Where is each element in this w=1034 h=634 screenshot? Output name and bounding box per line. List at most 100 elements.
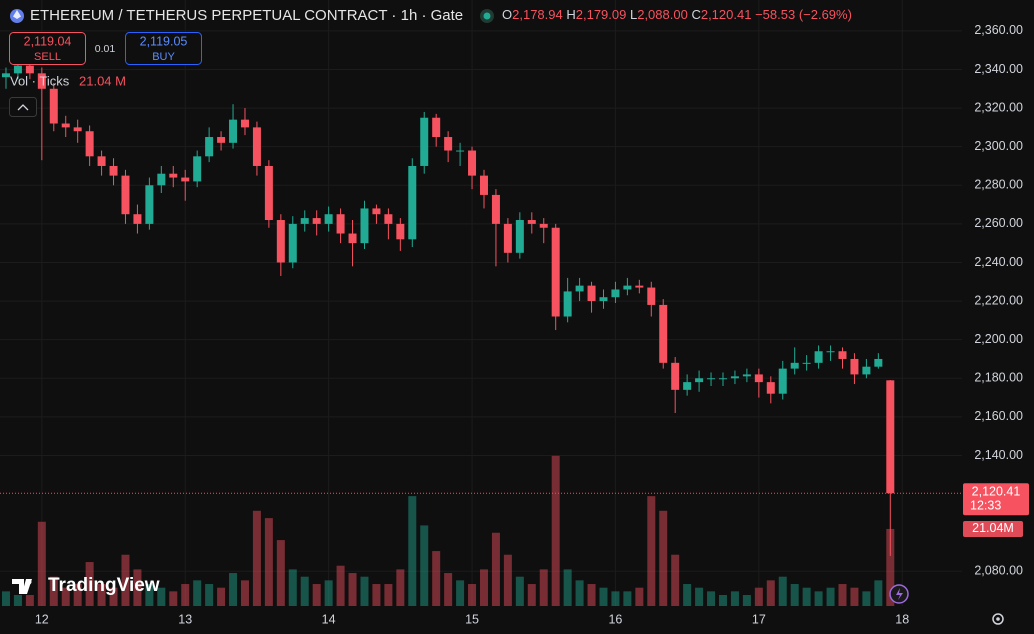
low-value: 2,088.00 xyxy=(637,7,688,22)
volume-bar xyxy=(838,584,847,606)
volume-bar xyxy=(396,569,405,606)
low-label: L xyxy=(630,7,637,22)
change-value: −58.53 (−2.69%) xyxy=(755,7,852,22)
close-value: 2,120.41 xyxy=(701,7,752,22)
volume-bar xyxy=(432,551,441,606)
candle-body xyxy=(456,150,465,152)
x-tick-label: 16 xyxy=(608,612,622,626)
candle-body xyxy=(539,223,548,228)
volume-bar xyxy=(300,576,309,606)
volume-bar xyxy=(479,569,488,606)
volume-bar xyxy=(503,554,512,606)
candle-body xyxy=(300,218,309,224)
ohlc-legend: O2,178.94 H2,179.09 L2,088.00 C2,120.41 … xyxy=(502,7,852,22)
candle-body xyxy=(252,127,261,166)
volume-bar xyxy=(229,573,238,606)
candle-body xyxy=(707,378,716,380)
volume-bar xyxy=(802,587,811,606)
volume-bar xyxy=(1,591,10,606)
settings-icon[interactable] xyxy=(992,613,1004,625)
candle-body xyxy=(396,223,405,240)
candle-body xyxy=(336,214,345,234)
volume-bar xyxy=(420,525,429,606)
brand-name[interactable]: TradingView xyxy=(48,575,160,596)
volume-bar xyxy=(49,576,58,606)
candle-body xyxy=(635,285,644,288)
candle-body xyxy=(229,119,238,143)
volume-bar xyxy=(37,521,46,606)
chevron-icon xyxy=(17,104,29,111)
volume-bar xyxy=(169,591,178,606)
candle-body xyxy=(468,150,477,176)
volume-bar xyxy=(121,554,130,606)
volume-bar xyxy=(754,587,763,606)
buy-label: BUY xyxy=(152,51,175,63)
collapse-button[interactable] xyxy=(9,97,37,117)
candle-body xyxy=(623,285,632,290)
candle-body xyxy=(85,131,94,157)
volume-bar xyxy=(515,576,524,606)
volume-bar xyxy=(527,584,536,606)
volume-bar xyxy=(384,584,393,606)
candle-body xyxy=(802,362,811,364)
candle-body xyxy=(444,137,453,151)
chart-title[interactable]: ETHEREUM / TETHERUS PERPETUAL CONTRACT ·… xyxy=(30,7,463,24)
volume-bar xyxy=(252,510,261,606)
candle-body xyxy=(145,185,154,224)
candle-body xyxy=(193,156,202,182)
open-label: O xyxy=(502,7,512,22)
y-tick-label: 2,220.00 xyxy=(974,293,1023,307)
candle-body xyxy=(886,380,895,494)
volume-bar xyxy=(25,595,34,606)
volume-bar xyxy=(862,591,871,606)
candle-body xyxy=(515,220,524,253)
countdown-label: 12:33 xyxy=(970,499,1001,513)
candle-body xyxy=(133,214,142,224)
volume-bar xyxy=(599,587,608,606)
brand-logo-dot xyxy=(26,579,32,585)
eth-glyph xyxy=(13,10,21,19)
candle-body xyxy=(838,351,847,359)
sell-button[interactable] xyxy=(9,32,86,65)
volume-bar xyxy=(276,540,285,606)
volume-bar xyxy=(886,528,895,606)
last-price-label: 2,120.41 xyxy=(972,485,1021,499)
volume-bar xyxy=(695,587,704,606)
y-tick-label: 2,200.00 xyxy=(974,332,1023,346)
close-label: C xyxy=(691,7,700,22)
volume-bar xyxy=(575,580,584,606)
volume-bar xyxy=(814,591,823,606)
spread: 0.01 xyxy=(95,43,116,55)
volume-legend-value: 21.04 M xyxy=(79,73,126,88)
volume-bar xyxy=(742,595,751,606)
y-tick-label: 2,240.00 xyxy=(974,255,1023,269)
candle-body xyxy=(157,173,166,186)
candle-body xyxy=(288,223,297,263)
high-value: 2,179.09 xyxy=(576,7,627,22)
x-tick-label: 18 xyxy=(895,612,909,626)
volume-bar xyxy=(826,587,835,606)
candle-layer xyxy=(1,59,895,556)
sell-price: 2,119.04 xyxy=(24,34,72,48)
settings-icon-center xyxy=(996,617,1000,621)
volume-bar xyxy=(623,591,632,606)
candle-body xyxy=(826,351,835,353)
volume-bar xyxy=(874,580,883,606)
candle-body xyxy=(599,297,608,302)
volume-bar xyxy=(587,584,596,606)
candle-body xyxy=(683,382,692,390)
y-tick-label: 2,260.00 xyxy=(974,216,1023,230)
candle-body xyxy=(874,358,883,367)
candle-body xyxy=(73,127,82,132)
volume-legend-name[interactable]: Vol · Ticks xyxy=(10,73,70,88)
buy-button[interactable] xyxy=(125,32,202,65)
volume-bar xyxy=(372,584,381,606)
volume-bar xyxy=(850,587,859,606)
volume-bar xyxy=(97,584,106,606)
high-label: H xyxy=(566,7,575,22)
candle-body xyxy=(718,378,727,380)
candle-body xyxy=(217,137,226,143)
candle-body xyxy=(276,220,285,263)
volume-bar xyxy=(312,584,321,606)
